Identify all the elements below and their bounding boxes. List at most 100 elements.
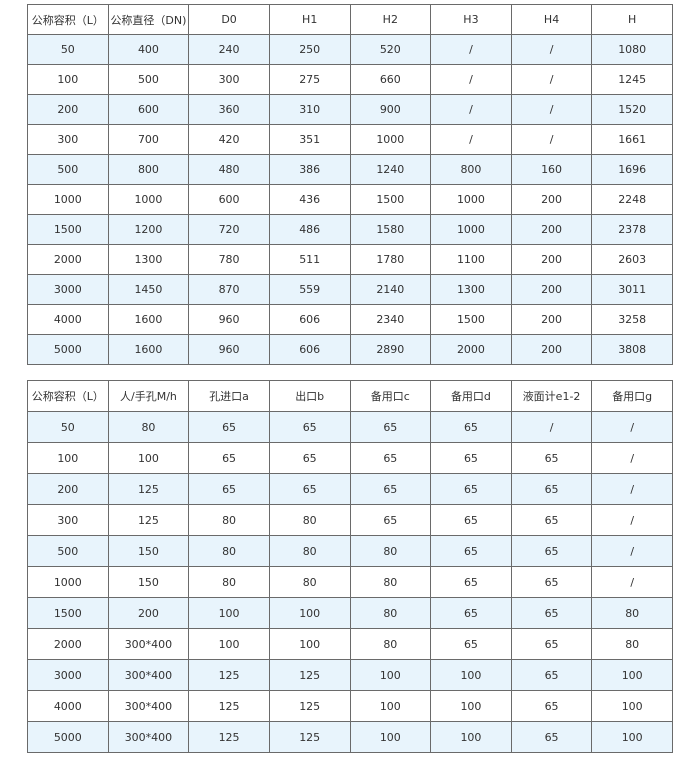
table-cell: 2248 — [591, 184, 673, 215]
table-cell: 600 — [107, 94, 190, 125]
table-cell: 1600 — [107, 334, 190, 365]
table-cell: 65 — [430, 535, 512, 567]
table-cell: 65 — [349, 411, 432, 443]
table-cell: 5000 — [27, 334, 109, 365]
table-cell: 100 — [107, 442, 190, 474]
table-cell: 65 — [349, 473, 432, 505]
table-cell: 300 — [27, 124, 109, 155]
column-header: 备用口d — [430, 380, 512, 412]
table-cell: 65 — [349, 442, 432, 474]
table-cell: 65 — [510, 597, 593, 629]
table-cell: 65 — [510, 721, 593, 753]
table-cell: 400 — [107, 34, 190, 65]
table-row: 3000 1450 870 559 2140 1300 200 3011 — [27, 274, 673, 305]
table-cell: 65 — [268, 442, 351, 474]
table-cell: / — [591, 566, 673, 598]
table-cell: 125 — [107, 504, 190, 536]
table-row: 300 125 80 80 65 65 65/ — [27, 504, 673, 536]
column-header: 公称直径（DN) — [107, 4, 190, 35]
table-cell: 500 — [27, 154, 109, 185]
table-cell: 160 — [510, 154, 593, 185]
table-cell: 80 — [591, 597, 673, 629]
column-header: 出口b — [268, 380, 351, 412]
table-row: 4000 1600 960 606 2340 1500 200 3258 — [27, 304, 673, 335]
table-cell: 125 — [188, 721, 270, 753]
column-header: H2 — [349, 4, 432, 35]
table-cell: 200 — [510, 304, 593, 335]
table-row: 100 100 65 65 65 65 65/ — [27, 442, 673, 474]
table-cell: 65 — [510, 690, 593, 722]
table-cell: 870 — [188, 274, 270, 305]
table-cell: 1200 — [107, 214, 190, 245]
table-cell: 100 — [430, 690, 512, 722]
table-row: 1500 200 100 100 80 65 65 80 — [27, 597, 673, 629]
table-row: 500 800 480 386 1240 800 160 1696 — [27, 154, 673, 185]
table-cell: 100 — [430, 659, 512, 691]
table-cell: / — [510, 64, 593, 95]
column-header: H3 — [430, 4, 512, 35]
table-cell: 800 — [107, 154, 190, 185]
table-cell: 1100 — [430, 244, 512, 275]
table-cell: 3011 — [591, 274, 673, 305]
table-cell: 200 — [510, 274, 593, 305]
table-cell: 100 — [27, 64, 109, 95]
table-cell: 200 — [510, 244, 593, 275]
table-cell: 200 — [27, 473, 109, 505]
table-cell: 125 — [107, 473, 190, 505]
column-header: 公称容积（L） — [27, 380, 109, 412]
table-cell: / — [591, 504, 673, 536]
table-cell: 65 — [510, 442, 593, 474]
table-cell: 65 — [430, 473, 512, 505]
table-cell: 65 — [430, 504, 512, 536]
table-cell: 100 — [591, 659, 673, 691]
table-cell: 3258 — [591, 304, 673, 335]
table-cell: / — [591, 535, 673, 567]
table-cell: 65 — [268, 411, 351, 443]
table-cell: 65 — [430, 628, 512, 660]
table-cell: 1450 — [107, 274, 190, 305]
table-row: 5000 300*400 125 125 100 100 65 100 — [27, 721, 673, 753]
table-cell: 3000 — [27, 274, 109, 305]
table-cell: 200 — [510, 184, 593, 215]
table-cell: 150 — [107, 535, 190, 567]
table-cell: 351 — [268, 124, 351, 155]
table-cell: 436 — [268, 184, 351, 215]
table-cell: 100 — [430, 721, 512, 753]
column-header: 公称容积（L） — [27, 4, 109, 35]
table-cell: 65 — [510, 535, 593, 567]
table-cell: 4000 — [27, 690, 109, 722]
table-cell: 65 — [430, 597, 512, 629]
table-cell: 500 — [27, 535, 109, 567]
table-cell: 2000 — [27, 628, 109, 660]
table-cell: 65 — [188, 411, 270, 443]
table-cell: 100 — [591, 721, 673, 753]
table-cell: 3000 — [27, 659, 109, 691]
table-cell: 300 — [27, 504, 109, 536]
table-cell: 1600 — [107, 304, 190, 335]
column-header: H — [591, 4, 673, 35]
table-cell: 500 — [107, 64, 190, 95]
table-cell: 4000 — [27, 304, 109, 335]
table-cell: 559 — [268, 274, 351, 305]
column-header: 备用口c — [349, 380, 432, 412]
table-cell: 80 — [349, 566, 432, 598]
table-cell: 65 — [188, 442, 270, 474]
table-cell: / — [591, 411, 673, 443]
table-row: 1000 150 80 80 80 65 65/ — [27, 566, 673, 598]
table-cell: 2890 — [349, 334, 432, 365]
column-header: 备用口g — [591, 380, 673, 412]
table-cell: 100 — [349, 721, 432, 753]
table-cell: 1696 — [591, 154, 673, 185]
dimensions-table: 公称容积（L） 公称直径（DN) D0 H1 H2 H3 H4 H 50 400 240 250 520… — [27, 4, 673, 365]
table-cell: / — [591, 473, 673, 505]
table-cell: 125 — [188, 659, 270, 691]
table-cell: 360 — [188, 94, 270, 125]
table-cell: 960 — [188, 334, 270, 365]
table-row: 5000 1600 960 606 2890 2000 200 3808 — [27, 334, 673, 365]
table-cell: / — [591, 442, 673, 474]
table-row: 300 700 420 351 1000//1661 — [27, 124, 673, 155]
nozzles-table: 公称容积（L） 人/手孔M/h 孔进口a 出口b 备用口c 备用口d 液面计e1-2 备用口g… — [27, 380, 673, 753]
table-cell: 65 — [349, 504, 432, 536]
table-cell: 50 — [27, 34, 109, 65]
table-cell: 300*400 — [107, 721, 190, 753]
